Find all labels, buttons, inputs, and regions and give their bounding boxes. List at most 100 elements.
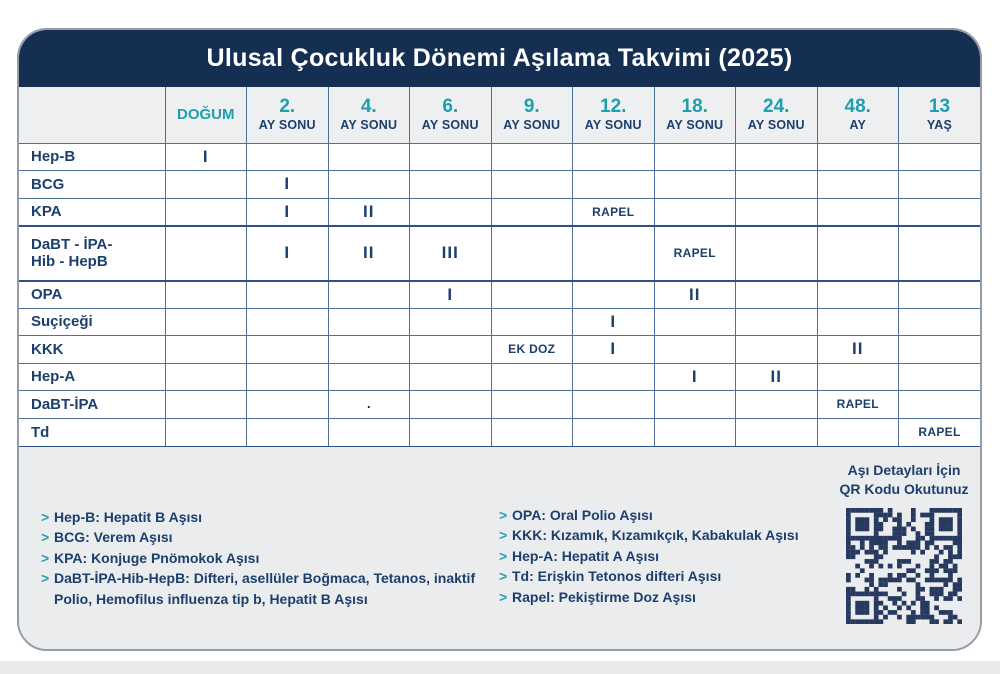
legend-item: > OPA: Oral Polio Aşısı — [499, 505, 834, 526]
schedule-cell: II — [735, 363, 818, 391]
legend-item-text: DaBT-İPA-Hib-HepB: Difteri, asellüler Bo… — [54, 570, 476, 607]
column-header-2: 2. AY SONU — [246, 87, 329, 144]
schedule-cell: I — [246, 225, 329, 282]
schedule-cell — [328, 308, 410, 336]
schedule-cell — [409, 198, 492, 227]
vaccine-label: KKK — [31, 340, 64, 358]
schedule-cell — [735, 418, 818, 446]
schedule-cell — [491, 198, 573, 227]
vaccine-label: DaBT-İPA — [31, 395, 99, 413]
schedule-cell: I — [654, 363, 736, 391]
vaccine-label-cell: BCG — [19, 170, 166, 199]
schedule-cell — [817, 198, 899, 227]
chevron-right-icon: > — [499, 527, 508, 543]
schedule-cell — [735, 225, 818, 282]
vaccine-label-cell: KPA — [19, 198, 166, 227]
schedule-cell — [654, 170, 736, 199]
dose-mark: EK DOZ — [508, 342, 556, 357]
schedule-cell: RAPEL — [572, 198, 655, 227]
legend-item: > KPA: Konjuge Pnömokok Aşısı — [41, 548, 483, 569]
column-header-value: 2. — [279, 96, 296, 118]
schedule-cell — [165, 225, 247, 282]
schedule-cell: I — [246, 170, 329, 199]
dose-mark: I — [610, 311, 617, 331]
table-row: Hep-B I — [19, 143, 980, 171]
column-header-value: 12. — [600, 96, 627, 118]
schedule-cell — [246, 363, 329, 391]
column-header-13: 13 YAŞ — [898, 87, 980, 144]
column-header-unit: AY SONU — [258, 118, 316, 133]
schedule-cell — [654, 390, 736, 419]
schedule-cell: RAPEL — [654, 225, 736, 282]
column-header-value: 4. — [360, 96, 377, 118]
vaccine-label-cell: DaBT - İPA- Hib - HepB — [19, 225, 166, 282]
schedule-cell — [572, 390, 655, 419]
schedule-cell: RAPEL — [817, 390, 899, 419]
schedule-cell — [409, 363, 492, 391]
dose-mark: II — [852, 339, 864, 359]
schedule-cell — [409, 143, 492, 171]
legend-item-text: OPA: Oral Polio Aşısı — [512, 506, 653, 523]
table-row: Suçiçeği I — [19, 308, 980, 336]
schedule-cell — [817, 280, 899, 309]
schedule-cell — [817, 143, 899, 171]
corner-header-cell — [19, 87, 166, 144]
schedule-cell — [898, 198, 980, 227]
schedule-cell — [246, 390, 329, 419]
vaccine-label: DaBT - İPA- Hib - HepB — [31, 236, 113, 270]
schedule-cell — [735, 335, 818, 364]
schedule-cell — [817, 418, 899, 446]
schedule-cell — [409, 390, 492, 419]
schedule-cell — [654, 143, 736, 171]
schedule-cell — [246, 335, 329, 364]
dose-mark: II — [689, 284, 701, 304]
schedule-cell — [165, 198, 247, 227]
schedule-cell — [817, 308, 899, 336]
schedule-cell: EK DOZ — [491, 335, 573, 364]
schedule-cell — [735, 170, 818, 199]
qr-caption-line2: QR Kodu Okutunuz — [839, 480, 969, 497]
legend-item-text: KKK: Kızamık, Kızamıkçık, Kabakulak Aşıs… — [512, 527, 799, 543]
dose-mark: RAPEL — [592, 204, 635, 219]
vaccine-label-cell: DaBT-İPA — [19, 390, 166, 419]
schedule-cell — [735, 390, 818, 419]
schedule-cell — [898, 143, 980, 171]
dose-mark: RAPEL — [673, 246, 716, 260]
column-header-value: 6. — [442, 96, 459, 118]
schedule-cell — [246, 308, 329, 336]
column-header-value: 24. — [763, 96, 790, 118]
schedule-cell — [491, 143, 573, 171]
schedule-cell — [735, 143, 818, 171]
column-header-unit: AY — [849, 118, 867, 133]
table-row: DaBT-İPA. RAPEL — [19, 390, 980, 419]
column-header-18: 18. AY SONU — [654, 87, 736, 144]
column-header-6: 6. AY SONU — [409, 87, 492, 144]
card-footer: > Hep-B: Hepatit B Aşısı > BCG: Verem Aşısı… — [19, 445, 980, 649]
column-header-value: 48. — [844, 96, 871, 118]
column-header-48: 48. AY — [817, 87, 899, 144]
vaccine-label: KPA — [31, 203, 62, 220]
schedule-cell: . — [328, 390, 410, 419]
schedule-cell — [491, 390, 573, 419]
schedule-cell — [491, 418, 573, 446]
dose-mark: II — [363, 243, 375, 262]
dose-mark: RAPEL — [836, 397, 879, 412]
chevron-right-icon: > — [41, 549, 50, 566]
legend-item: > Td: Erişkin Tetonos difteri Aşısı — [499, 566, 834, 587]
schedule-cell — [654, 335, 736, 364]
column-header-unit: AY SONU — [747, 118, 805, 133]
schedule-cell — [409, 308, 492, 336]
schedule-cell: I — [165, 143, 247, 171]
vaccine-label-cell: Hep-B — [19, 143, 166, 171]
chevron-right-icon: > — [41, 570, 50, 586]
schedule-cell: I — [409, 280, 492, 309]
bottom-edge-strip — [0, 661, 1000, 674]
schedule-cell: III — [409, 225, 492, 282]
vaccine-label-cell: OPA — [19, 280, 166, 309]
vaccine-label-cell: Hep-A — [19, 363, 166, 391]
schedule-cell — [735, 308, 818, 336]
vaccine-label: Td — [31, 423, 50, 441]
schedule-cell — [572, 170, 655, 199]
legend-right: > OPA: Oral Polio Aşısı > KKK: Kızamık, Kız… — [499, 505, 834, 608]
schedule-cell: I — [246, 198, 329, 227]
